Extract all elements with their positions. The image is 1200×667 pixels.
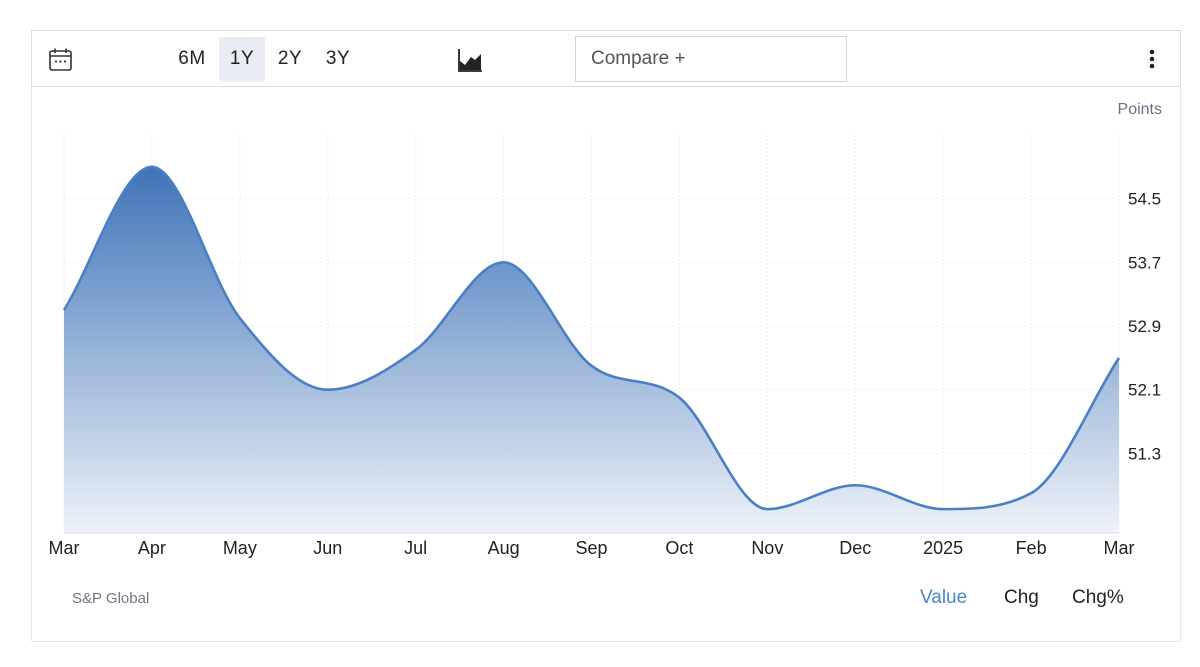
- kebab-menu-icon[interactable]: [1142, 45, 1162, 73]
- data-point[interactable]: [413, 347, 419, 353]
- data-point[interactable]: [676, 395, 682, 401]
- data-point[interactable]: [325, 387, 331, 393]
- x-tick-label: 2025: [923, 538, 963, 558]
- mode-chg-percent-button[interactable]: Chg%: [1072, 587, 1124, 608]
- data-point[interactable]: [764, 506, 770, 512]
- area-fill: [64, 166, 1119, 533]
- data-point[interactable]: [61, 307, 67, 313]
- y-tick-label: 52.1: [1128, 381, 1161, 400]
- data-point[interactable]: [149, 164, 155, 170]
- x-tick-label: Mar: [49, 538, 80, 558]
- x-tick-label: Nov: [751, 538, 783, 558]
- chart-toolbar: 6M 1Y 2Y 3Y Compare +: [31, 30, 1181, 87]
- series-line: [62, 165, 1121, 511]
- data-point[interactable]: [1116, 355, 1122, 361]
- y-tick-label: 53.7: [1128, 253, 1161, 272]
- x-tick-label: Dec: [839, 538, 871, 558]
- calendar-icon[interactable]: [48, 47, 74, 73]
- y-tick-label: 52.9: [1128, 317, 1161, 336]
- mode-chg-button[interactable]: Chg: [1004, 587, 1039, 608]
- compare-input[interactable]: Compare +: [575, 36, 847, 82]
- area-chart-icon[interactable]: [456, 46, 484, 74]
- x-tick-label: Oct: [665, 538, 693, 558]
- source-label: S&P Global: [72, 590, 150, 607]
- x-tick-label: Jun: [313, 538, 342, 558]
- data-point[interactable]: [589, 363, 595, 369]
- x-tick-label: Sep: [575, 538, 607, 558]
- data-point[interactable]: [940, 506, 946, 512]
- x-tick-label: Mar: [1104, 538, 1135, 558]
- range-1y-button[interactable]: 1Y: [219, 37, 265, 81]
- range-3y-button[interactable]: 3Y: [325, 48, 351, 69]
- x-tick-label: Jul: [404, 538, 427, 558]
- range-6m-button[interactable]: 6M: [178, 48, 206, 69]
- mode-value-button[interactable]: Value: [920, 587, 968, 608]
- data-point[interactable]: [1028, 490, 1034, 496]
- x-tick-label: May: [223, 538, 257, 558]
- y-tick-label: 54.5: [1128, 190, 1161, 209]
- y-axis-unit-label: Points: [1117, 101, 1162, 118]
- data-point[interactable]: [237, 315, 243, 321]
- x-tick-label: Aug: [488, 538, 520, 558]
- data-point[interactable]: [501, 259, 507, 265]
- x-tick-label: Feb: [1016, 538, 1047, 558]
- range-2y-button[interactable]: 2Y: [277, 48, 303, 69]
- data-point[interactable]: [852, 482, 858, 488]
- y-tick-label: 51.3: [1128, 444, 1161, 463]
- x-tick-label: Apr: [138, 538, 166, 558]
